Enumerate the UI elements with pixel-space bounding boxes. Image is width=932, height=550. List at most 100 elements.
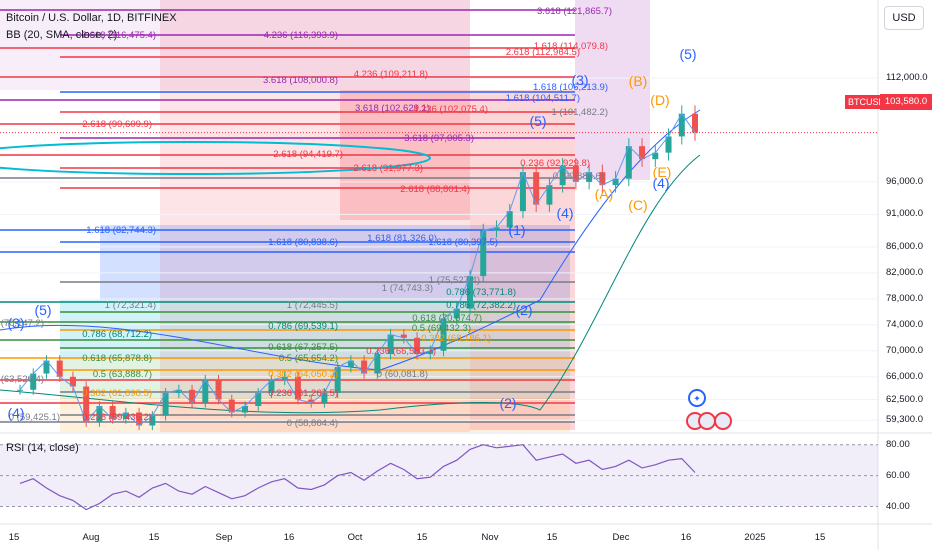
fib-level-label: 0.5 (63,888.7) bbox=[92, 369, 152, 380]
wave-label: (2) bbox=[515, 302, 533, 318]
highlight-ellipse bbox=[0, 141, 431, 175]
candle-body bbox=[17, 389, 23, 391]
time-tick-label: 15 bbox=[814, 532, 826, 543]
fib-level-label: 0.236 (59,436.2) bbox=[82, 412, 152, 423]
price-tick-label: 86,000.0 bbox=[886, 240, 923, 252]
fib-level-label: 2.618 (88,801.4) bbox=[400, 184, 470, 195]
candle-body bbox=[255, 393, 262, 407]
candle-body bbox=[294, 376, 301, 400]
fib-level-label: 1 (75,527.4) bbox=[428, 275, 480, 286]
candle-body bbox=[162, 393, 169, 416]
candle-body bbox=[572, 165, 579, 182]
price-tick-label: 66,000.0 bbox=[886, 370, 923, 382]
fib-level-label: 0.382 (64,050.2) bbox=[268, 369, 338, 380]
fib-level-label: 0.236 (92,929.8) bbox=[520, 158, 590, 169]
fib-level-label: 0.786 (68,712.2) bbox=[82, 329, 152, 340]
fib-level-label: 2.618 (112,964.5) bbox=[505, 47, 580, 58]
candle-body bbox=[414, 337, 421, 355]
wave-label: (5) bbox=[679, 46, 697, 62]
candle-body bbox=[347, 360, 354, 368]
fib-level-label: 1 (72,445.5) bbox=[286, 300, 338, 311]
fibonacci-lines bbox=[0, 9, 575, 423]
candle-body bbox=[519, 172, 526, 212]
price-line bbox=[19, 112, 696, 427]
bollinger-indicator-label[interactable]: BB (20, SMA, close, 2) bbox=[6, 29, 118, 41]
price-tick-label: 62,500.0 bbox=[886, 393, 923, 405]
candle-body bbox=[374, 354, 381, 374]
price-tick-label: 82,000.0 bbox=[886, 266, 923, 278]
fib-level-label: 0 (59,425.1) bbox=[8, 412, 60, 423]
rsi-tick-label: 60.00 bbox=[886, 469, 910, 481]
fib-level-label: 0.236 (61,267.5) bbox=[268, 388, 338, 399]
time-tick-label: Dec bbox=[612, 532, 630, 543]
price-tick-label: 74,000.0 bbox=[886, 318, 923, 330]
price-tick-label: 78,000.0 bbox=[886, 292, 923, 304]
wave-label: (3) bbox=[571, 72, 589, 88]
time-tick-label: 2025 bbox=[744, 532, 766, 543]
fib-level-label: 1 (63,520.4) bbox=[0, 374, 44, 385]
candle-body bbox=[215, 380, 222, 400]
rsi-tick-label: 40.00 bbox=[886, 500, 910, 512]
candle-body bbox=[559, 165, 566, 186]
time-tick-label: Aug bbox=[82, 532, 100, 543]
wave-label: (2) bbox=[499, 395, 517, 411]
candle-body bbox=[43, 360, 50, 374]
candle-body bbox=[242, 406, 248, 413]
price-tick-label: 59,300.0 bbox=[886, 414, 923, 426]
us-flag-icon[interactable] bbox=[714, 412, 732, 430]
wave-label: (D) bbox=[650, 92, 670, 108]
fib-level-label: 1.618 (81,326.0) bbox=[367, 233, 437, 244]
currency-button[interactable]: USD bbox=[884, 6, 924, 30]
fib-level-label: 2.618 (116,475.4) bbox=[81, 30, 156, 41]
price-series bbox=[17, 105, 698, 431]
wave-label: (4) bbox=[556, 205, 574, 221]
candle-body bbox=[83, 386, 90, 423]
time-tick-label: Sep bbox=[215, 532, 233, 543]
price-tick-label: 112,000.0 bbox=[886, 71, 928, 83]
candle-body bbox=[321, 393, 328, 403]
candle-body bbox=[281, 376, 288, 381]
wave-label: (5) bbox=[34, 302, 52, 318]
candle-body bbox=[387, 334, 394, 355]
wave-label: (C) bbox=[628, 197, 648, 213]
time-tick-label: Oct bbox=[347, 532, 363, 543]
candle-body bbox=[427, 350, 434, 355]
fib-level-label: 0.5 (65,654.2) bbox=[278, 353, 338, 364]
candle-body bbox=[96, 406, 103, 423]
symbol-price-tag: BTCUSD bbox=[845, 95, 889, 109]
price-tick-label: 70,000.0 bbox=[886, 344, 923, 356]
fib-level-label: 3.618 (97,005.3) bbox=[404, 133, 474, 144]
candle-body bbox=[189, 389, 196, 403]
fib-level-label: 0.236 (66,583.7) bbox=[366, 346, 436, 357]
fib-level-label: 3.618 (121,865.7) bbox=[536, 6, 612, 17]
fib-level-label: 0.618 (70,674.7) bbox=[412, 313, 482, 324]
svg-text:✦: ✦ bbox=[693, 394, 701, 404]
chart-header: Bitcoin / U.S. Dollar, 1D, BITFINEX BB (… bbox=[6, 10, 177, 44]
time-tick-label: 15 bbox=[416, 532, 428, 543]
fib-level-label: 1 (72,321.4) bbox=[104, 300, 156, 311]
candle-body bbox=[546, 185, 553, 205]
wave-label: (E) bbox=[652, 164, 672, 180]
fib-level-label: 1 (74,743.3) bbox=[381, 283, 433, 294]
fib-level-label: 0 (58,864.4) bbox=[286, 418, 338, 429]
rsi-indicator-label[interactable]: RSI (14, close) bbox=[6, 442, 79, 454]
candle-body bbox=[268, 380, 275, 394]
symbol-title[interactable]: Bitcoin / U.S. Dollar, 1D, BITFINEX bbox=[6, 12, 177, 24]
candle-body bbox=[639, 146, 646, 160]
wave-label: (5) bbox=[529, 113, 547, 129]
candle-body bbox=[480, 230, 487, 277]
fib-level-label: 0 (70,147.2) bbox=[0, 318, 44, 329]
wave-label: (1) bbox=[508, 222, 526, 238]
time-tick-label: 15 bbox=[8, 532, 20, 543]
wave-label: (B) bbox=[628, 73, 648, 89]
event-star-icon[interactable]: ✦ bbox=[688, 389, 706, 407]
fib-level-label: 1.618 (80,838.6) bbox=[268, 237, 338, 248]
candle-body bbox=[586, 172, 593, 182]
fib-level-label: 0.786 (72,382.2) bbox=[446, 300, 516, 311]
candle-body bbox=[109, 406, 116, 420]
candle-body bbox=[599, 172, 606, 186]
wave-label: (4) bbox=[652, 175, 670, 191]
rsi-line bbox=[19, 444, 696, 511]
